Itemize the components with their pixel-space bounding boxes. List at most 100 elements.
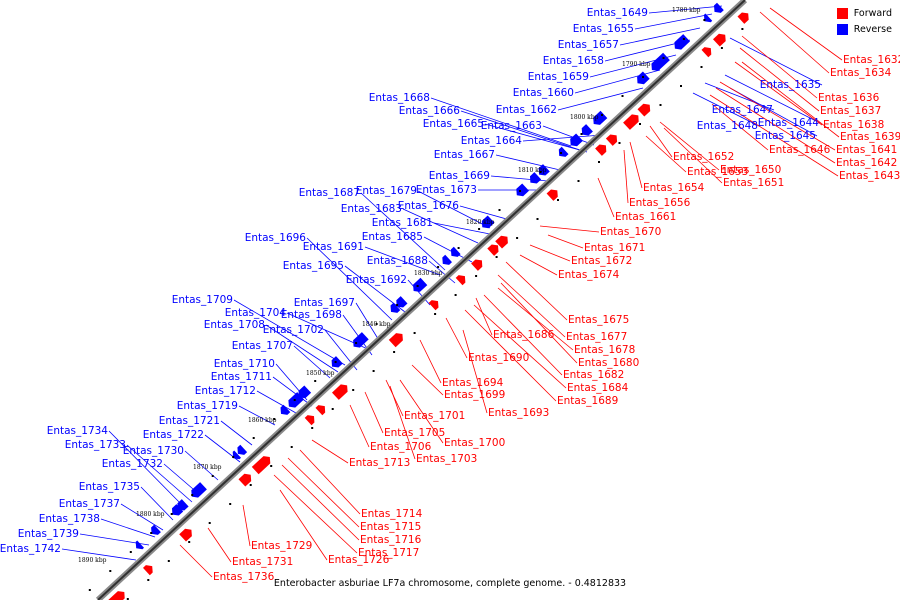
marker-dot: [273, 418, 276, 420]
forward-gene: [143, 565, 153, 576]
gene-label: Entas_1706: [370, 441, 432, 453]
marker-dot: [639, 123, 641, 125]
gene-label: Entas_1666: [399, 105, 461, 117]
reverse-gene: [191, 482, 207, 498]
gene-label: Entas_1639: [840, 131, 900, 143]
gene-label: Entas_1678: [574, 344, 635, 356]
gene-label: Entas_1682: [563, 369, 624, 381]
gene-label: Entas_1653: [687, 166, 748, 178]
marker-dot: [601, 114, 603, 116]
reverse-gene: [177, 499, 189, 511]
marker-dot: [703, 19, 706, 21]
gene-label: Entas_1690: [468, 352, 529, 364]
marker-dot: [109, 570, 112, 572]
reverse-gene: [396, 296, 408, 308]
reverse-gene: [704, 13, 713, 23]
label-connector-lines: [61, 5, 843, 578]
marker-dot: [642, 76, 644, 78]
reverse-swatch: [836, 24, 848, 35]
marker-dot: [416, 285, 419, 287]
forward-gene: [471, 259, 483, 271]
kbp-ticks: 1780 kbp 1790 kbp 1800 kbp 1810 kbp 1820 kbp…: [78, 7, 701, 564]
marker-dot: [475, 275, 478, 277]
forward-gene: [388, 333, 403, 348]
gene-label: Entas_1635: [760, 79, 821, 91]
gene-label: Entas_1697: [294, 297, 355, 309]
marker-dot: [311, 427, 314, 429]
forward-gene: [701, 47, 712, 58]
gene-label: Entas_1680: [578, 357, 639, 369]
marker-dot: [682, 38, 685, 40]
marker-dot: [457, 247, 460, 249]
gene-label: Entas_1671: [584, 242, 645, 254]
kbp-tick-label: 1860 kbp: [248, 417, 277, 424]
reverse-gene: [593, 110, 608, 125]
gene-label: Entas_1681: [372, 217, 433, 229]
forward-gene: [546, 189, 558, 201]
kbp-tick-label: 1840 kbp: [362, 321, 391, 328]
marker-dot: [618, 142, 621, 144]
reverse-gene: [581, 124, 593, 136]
marker-dot: [621, 95, 624, 97]
gene-label: Entas_1731: [232, 556, 293, 568]
marker-dot: [560, 152, 562, 154]
forward-gene: [304, 415, 315, 426]
marker-dot: [539, 171, 542, 173]
gene-label: Entas_1726: [328, 554, 390, 566]
forward-gene: [605, 134, 618, 146]
gene-label: Entas_1674: [558, 269, 620, 281]
marker-dot: [498, 209, 501, 211]
forward-gene: [713, 33, 726, 47]
gene-label: Entas_1713: [349, 457, 410, 469]
legend-forward: Forward: [836, 8, 892, 19]
reverse-gene: [570, 133, 583, 147]
gene-label: Entas_1715: [360, 521, 421, 533]
reverse-gene: [151, 524, 161, 535]
gene-label: Entas_1684: [567, 382, 629, 394]
marker-dot: [334, 361, 337, 363]
reverse-gene: [714, 2, 724, 13]
gene-label: Entas_1701: [404, 410, 465, 422]
marker-dot: [580, 133, 583, 135]
gene-label: Entas_1643: [839, 170, 900, 182]
gene-label: Entas_1730: [123, 445, 184, 457]
reverse-gene: [481, 215, 495, 229]
marker-dot: [519, 190, 521, 192]
gene-label: Entas_1685: [362, 231, 423, 243]
marker-dot: [126, 598, 129, 600]
reverse-gene: [172, 504, 184, 516]
marker-dot: [293, 399, 296, 401]
gene-label: Entas_1698: [281, 309, 342, 321]
reverse-gene: [232, 450, 241, 460]
marker-dot: [393, 351, 396, 353]
forward-gene: [315, 405, 326, 416]
gene-label: Entas_1662: [496, 104, 557, 116]
marker-dot: [516, 237, 519, 239]
gene-label: Entas_1658: [543, 55, 604, 67]
gene-label: Entas_1687: [299, 187, 360, 199]
marker-dot: [536, 218, 539, 220]
gene-label: Entas_1721: [159, 415, 220, 427]
gene-label: Entas_1737: [59, 498, 120, 510]
gene-label: Entas_1637: [820, 105, 881, 117]
gene-label: Entas_1704: [225, 307, 287, 319]
marker-dot: [680, 85, 682, 87]
marker-dot: [375, 323, 378, 325]
gene-label: Entas_1705: [384, 427, 445, 439]
gene-label: Entas_1707: [232, 340, 293, 352]
gene-label: Entas_1645: [755, 130, 816, 142]
kbp-tick-label: 1800 kbp: [570, 114, 599, 121]
gene-label: Entas_1692: [346, 274, 407, 286]
marker-dot: [437, 266, 440, 268]
gene-label: Entas_1641: [836, 144, 897, 156]
kbp-tick-label: 1830 kbp: [414, 270, 443, 277]
forward-gene: [595, 144, 607, 156]
gene-label: Entas_1739: [18, 528, 79, 540]
gene-label: Entas_1651: [723, 177, 784, 189]
kbp-tick-label: 1790 kbp: [622, 61, 651, 68]
forward-gene: [637, 103, 651, 117]
gene-label: Entas_1689: [557, 395, 618, 407]
gene-label: Entas_1644: [758, 117, 820, 129]
gene-label: Entas_1677: [566, 331, 627, 343]
